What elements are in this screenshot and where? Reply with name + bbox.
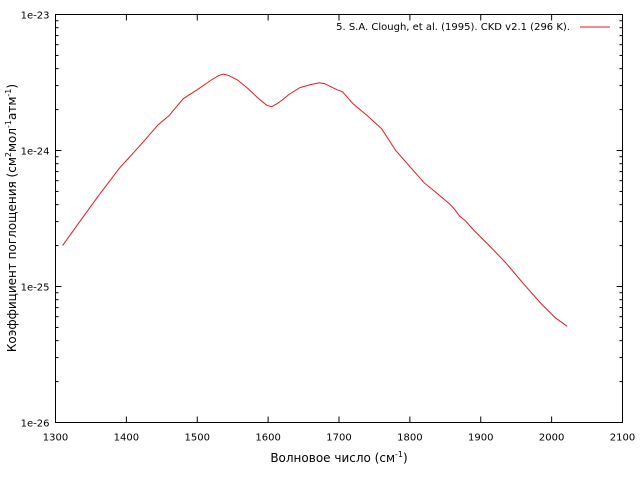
x-tick-label: 1700 — [326, 433, 351, 444]
x-tick-label: 1600 — [255, 433, 280, 444]
x-tick-label: 1300 — [43, 433, 68, 444]
x-axis-title: Волновое число (см-1) — [270, 450, 407, 465]
y-tick-label: 1e-26 — [21, 419, 50, 430]
ticks-layer — [55, 14, 623, 423]
x-tick-label: 1900 — [468, 433, 493, 444]
y-axis-title: Коэффициент поглощения (см2мол-1атм-1) — [4, 84, 19, 352]
tick-labels: 1300 1400 1500 1600 1700 1800 1900 2000 2100 1e-2… — [21, 11, 636, 444]
y-tick-label: 1e-23 — [21, 11, 50, 22]
legend: 5. S.A. Clough, et al. (1995). CKD v2.1 … — [336, 22, 610, 33]
x-tick-label: 1400 — [114, 433, 139, 444]
x-tick-label: 2000 — [539, 433, 564, 444]
legend-label: 5. S.A. Clough, et al. (1995). CKD v2.1 … — [336, 22, 570, 33]
x-tick-label: 2100 — [610, 433, 635, 444]
x-tick-label: 1800 — [397, 433, 422, 444]
series-line — [62, 73, 568, 327]
x-tick-label: 1500 — [185, 433, 210, 444]
y-tick-label: 1e-25 — [21, 283, 50, 294]
series-layer — [62, 73, 568, 327]
y-tick-label: 1e-24 — [21, 147, 50, 158]
plot-frame — [55, 14, 623, 423]
